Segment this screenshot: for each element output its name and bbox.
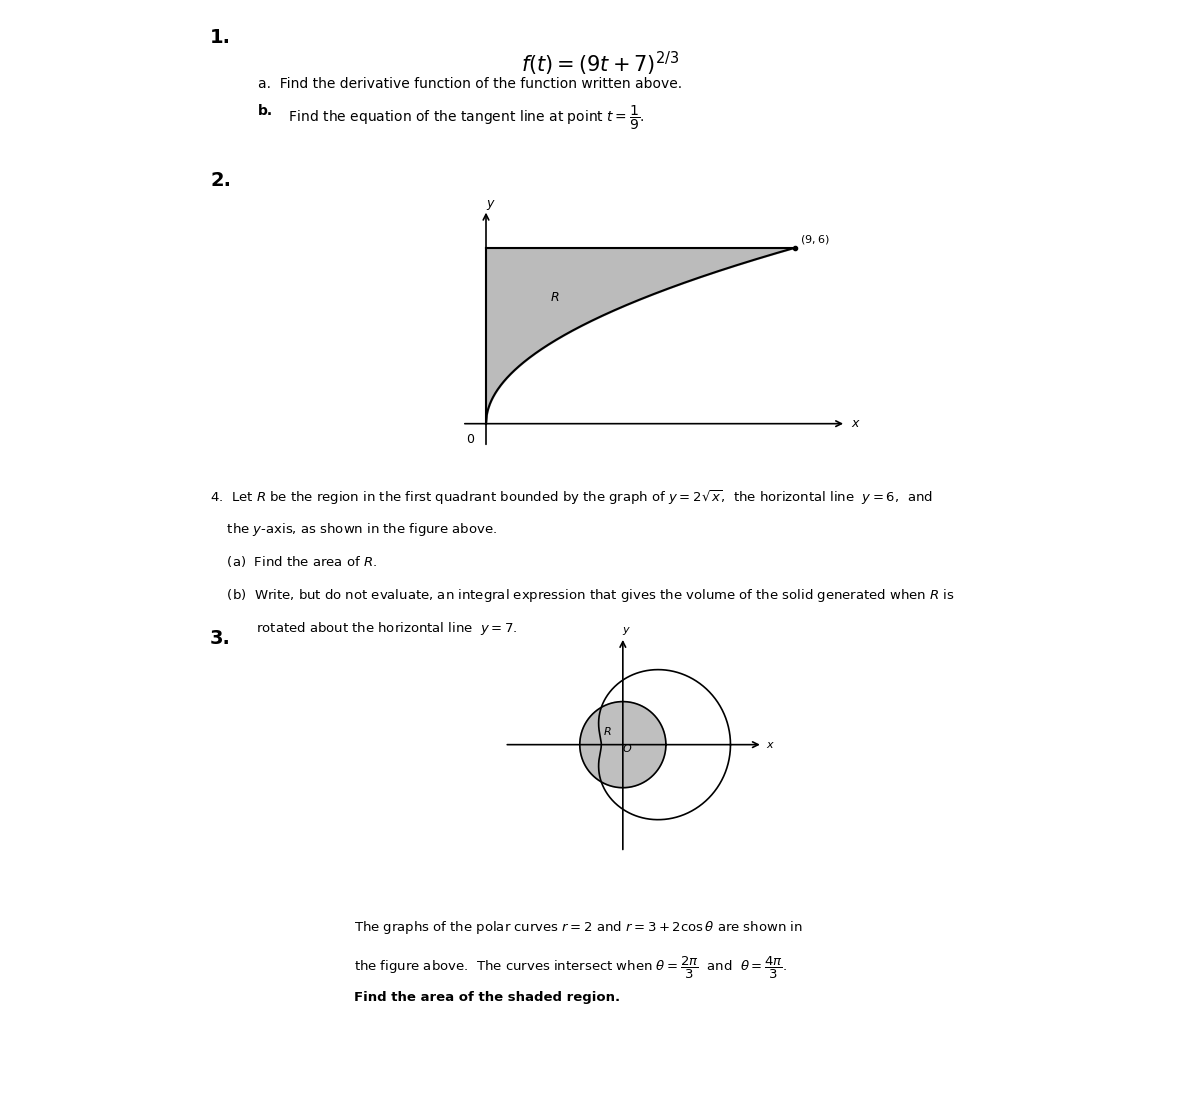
Text: Find the area of the shaded region.: Find the area of the shaded region. <box>354 991 620 1005</box>
Text: the figure above.  The curves intersect when $\theta = \dfrac{2\pi}{3}$  and  $\: the figure above. The curves intersect w… <box>354 955 787 981</box>
Text: $R$: $R$ <box>604 725 612 737</box>
Text: $y$: $y$ <box>622 625 630 637</box>
Text: The graphs of the polar curves $r = 2$ and $r = 3 + 2\cos\theta$ are shown in: The graphs of the polar curves $r = 2$ a… <box>354 919 803 935</box>
Text: $(9, 6)$: $(9, 6)$ <box>799 233 829 246</box>
Text: (b)  Write, but do not evaluate, an integral expression that gives the volume of: (b) Write, but do not evaluate, an integ… <box>210 587 955 604</box>
Text: 1.: 1. <box>210 28 230 46</box>
Text: $O$: $O$ <box>622 742 632 754</box>
Text: b.: b. <box>258 104 274 118</box>
Text: $R$: $R$ <box>550 290 559 304</box>
Text: a.  Find the derivative function of the function written above.: a. Find the derivative function of the f… <box>258 77 682 92</box>
Text: the $y$-axis, as shown in the figure above.: the $y$-axis, as shown in the figure abo… <box>210 521 497 538</box>
Text: $x$: $x$ <box>766 740 775 750</box>
Text: $y$: $y$ <box>486 198 496 212</box>
Text: $0$: $0$ <box>466 433 475 446</box>
Text: 3.: 3. <box>210 629 230 648</box>
Text: $f(t) = (9t + 7)^{2/3}$: $f(t) = (9t + 7)^{2/3}$ <box>521 50 679 78</box>
Text: $x$: $x$ <box>851 417 860 431</box>
Text: 2.: 2. <box>210 171 230 190</box>
Text: Find the equation of the tangent line at point $t = \dfrac{1}{9}$.: Find the equation of the tangent line at… <box>280 104 644 132</box>
Text: (a)  Find the area of $R$.: (a) Find the area of $R$. <box>210 554 377 570</box>
Text: 4.  Let $R$ be the region in the first quadrant bounded by the graph of $y = 2\s: 4. Let $R$ be the region in the first qu… <box>210 488 932 507</box>
Polygon shape <box>580 702 666 787</box>
Text: rotated about the horizontal line  $y = 7$.: rotated about the horizontal line $y = 7… <box>210 620 517 637</box>
